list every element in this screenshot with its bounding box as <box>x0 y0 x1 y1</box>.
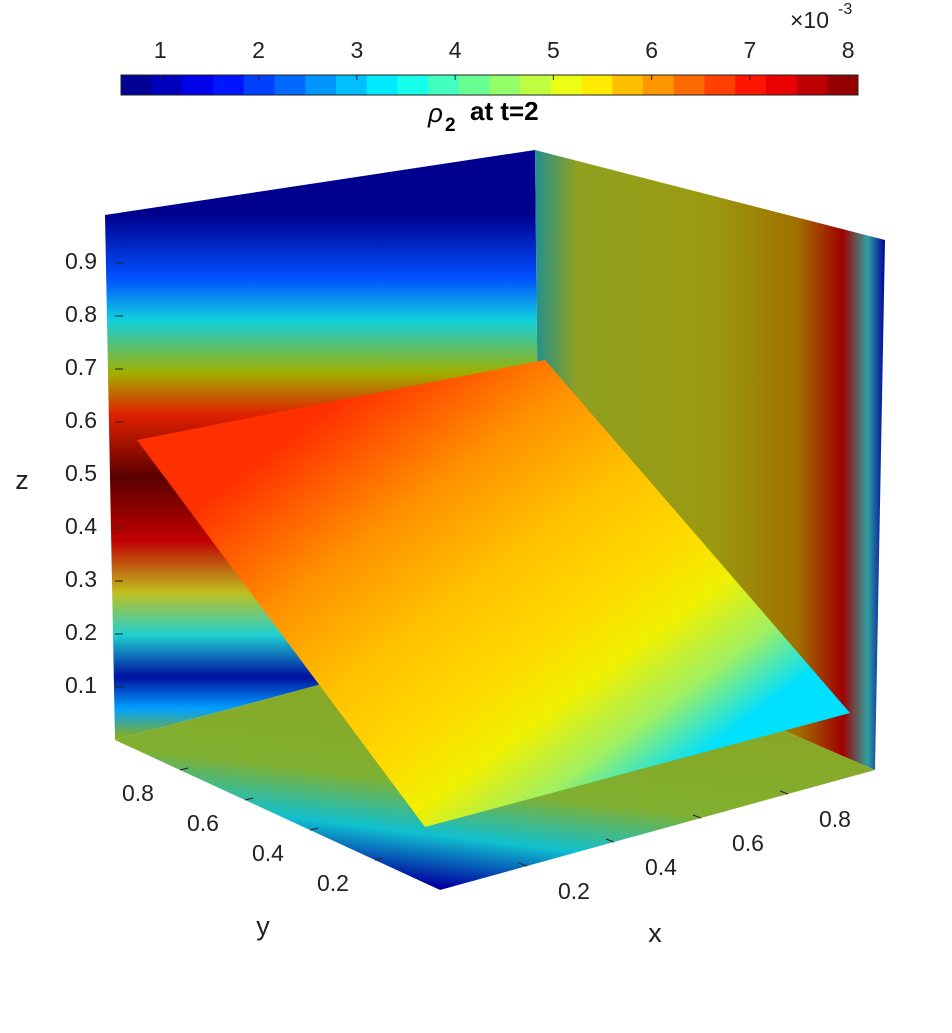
colorbar-band <box>520 75 552 95</box>
colorbar-band <box>458 75 490 95</box>
colorbar-band <box>366 75 398 95</box>
z-axis-label: z <box>15 465 29 495</box>
colorbar-band <box>827 75 859 95</box>
x-tick-label: 0.8 <box>819 806 851 832</box>
x-tick-label: 0.2 <box>558 878 590 904</box>
x-tick-label: 0.6 <box>732 830 764 856</box>
z-tick-label: 0.1 <box>65 672 97 698</box>
colorbar-exponent: ×10 <box>790 7 829 33</box>
colorbar-tick-label: 4 <box>449 37 462 63</box>
y-tick <box>309 827 319 831</box>
x-tick <box>779 790 789 795</box>
colorbar <box>120 74 859 96</box>
x-tick <box>692 814 702 819</box>
colorbar-exponent-power: -3 <box>838 1 852 18</box>
colorbar-tick-label: 3 <box>350 37 363 63</box>
colorbar-tick-label: 2 <box>252 37 265 63</box>
z-tick-label: 0.6 <box>65 407 97 433</box>
z-tick-label: 0.5 <box>65 460 97 486</box>
colorbar-band <box>765 75 798 95</box>
colorbar-band <box>182 75 214 95</box>
colorbar-band <box>673 75 705 95</box>
y-tick <box>374 857 384 861</box>
colorbar-frame <box>120 74 859 96</box>
colorbar-band <box>274 75 306 95</box>
x-tick-label: 0.4 <box>645 854 677 880</box>
x-tick <box>518 862 528 867</box>
colorbar-band <box>213 75 245 95</box>
colorbar-band <box>121 75 153 95</box>
z-tick-label: 0.2 <box>65 619 97 645</box>
colorbar-tick-label: 5 <box>547 37 560 63</box>
title-subscript: 2 <box>445 115 456 136</box>
z-tick-label: 0.8 <box>65 301 97 327</box>
z-tick-label: 0.9 <box>65 248 97 274</box>
z-tick-label: 0.4 <box>65 513 97 539</box>
colorbar-band <box>397 75 429 95</box>
colorbar-band <box>704 75 736 95</box>
y-tick <box>244 797 254 801</box>
slice-face-tilted <box>137 360 850 827</box>
y-tick <box>179 767 189 771</box>
y-axis-label: y <box>256 911 270 941</box>
y-tick-label: 0.2 <box>317 870 349 896</box>
colorbar-band <box>243 75 276 95</box>
title-text: at t=2 <box>470 96 539 126</box>
colorbar-band <box>550 75 583 95</box>
colorbar-band <box>643 75 675 95</box>
z-tick-label: 0.7 <box>65 354 97 380</box>
colorbar-tick-label: 1 <box>154 37 167 63</box>
colorbar-band <box>612 75 644 95</box>
z-tick-label: 0.3 <box>65 566 97 592</box>
y-tick-label: 0.4 <box>252 840 284 866</box>
colorbar-band <box>489 75 521 95</box>
colorbar-band <box>305 75 337 95</box>
colorbar-band <box>428 75 460 95</box>
colorbar-band <box>581 75 613 95</box>
title-symbol: ρ <box>427 98 443 128</box>
x-axis-label: x <box>648 918 662 948</box>
colorbar-band <box>151 75 183 95</box>
colorbar-tick-label: 7 <box>744 37 757 63</box>
y-tick-label: 0.8 <box>122 780 154 806</box>
colorbar-band <box>335 75 368 95</box>
colorbar-tick-label: 6 <box>645 37 658 63</box>
y-tick-label: 0.6 <box>187 810 219 836</box>
colorbar-band <box>796 75 828 95</box>
colorbar-tick-label: 8 <box>842 37 855 63</box>
colorbar-band <box>735 75 767 95</box>
x-tick <box>605 838 615 843</box>
